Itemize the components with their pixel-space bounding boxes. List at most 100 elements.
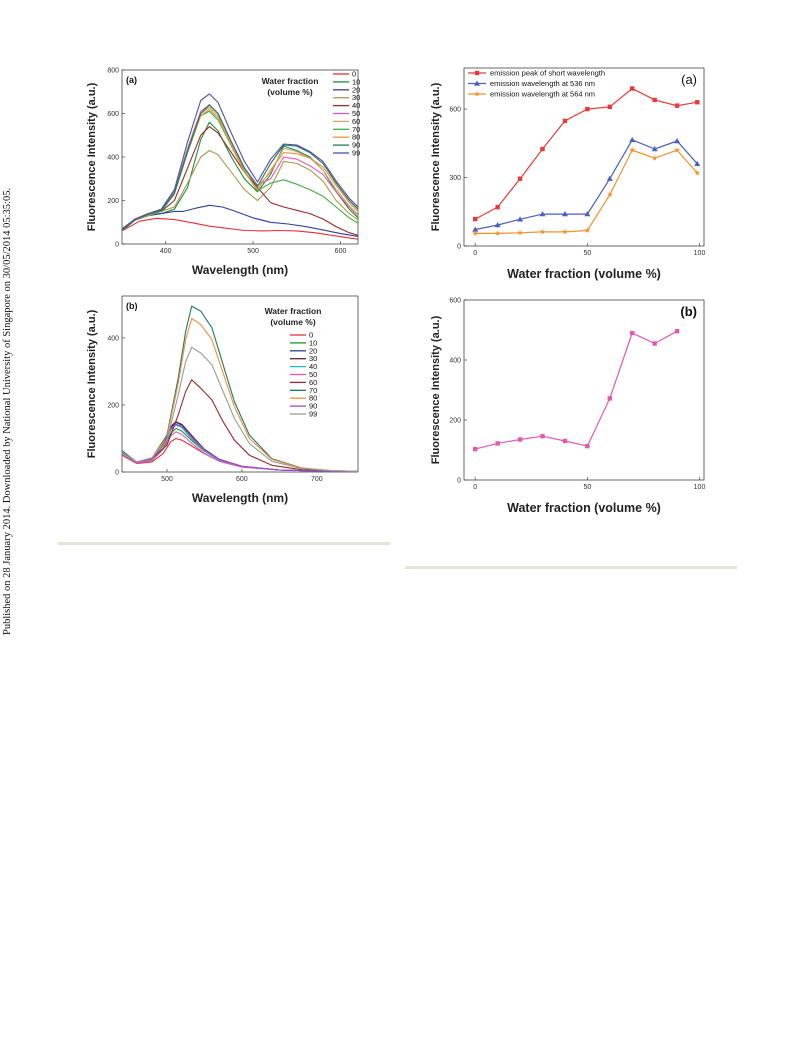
data-point bbox=[562, 228, 568, 235]
x-axis-label: Wavelength (nm) bbox=[192, 491, 288, 505]
y-tick-label: 400 bbox=[449, 358, 461, 365]
x-tick-label: 500 bbox=[247, 248, 259, 255]
data-point bbox=[674, 147, 680, 153]
data-point bbox=[474, 80, 480, 86]
data-point bbox=[472, 226, 479, 232]
y-tick-label: 300 bbox=[449, 175, 461, 182]
y-tick-label: 200 bbox=[107, 402, 119, 409]
x-tick-label: 700 bbox=[311, 476, 323, 483]
data-point bbox=[585, 106, 590, 112]
data-point bbox=[540, 434, 545, 439]
data-point bbox=[561, 211, 568, 217]
download-note: Published on 28 January 2014. Downloaded… bbox=[2, 187, 13, 635]
series-line-2 bbox=[475, 149, 698, 234]
x-tick-label: 50 bbox=[583, 484, 591, 491]
panel-label: (a) bbox=[681, 72, 697, 87]
series-line-90 bbox=[121, 423, 359, 472]
data-point bbox=[674, 138, 681, 144]
legend-entry: 50 bbox=[309, 370, 317, 379]
data-point bbox=[607, 104, 612, 109]
series-line-20 bbox=[121, 421, 359, 472]
series-line-80 bbox=[121, 317, 359, 472]
y-axis-label: Fluorescence Intensity (a.u.) bbox=[430, 82, 442, 231]
y-tick-label: 200 bbox=[107, 198, 119, 205]
legend-entry: 90 bbox=[352, 141, 360, 150]
y-axis-label: Fluorescence Intensity (a.u.) bbox=[86, 82, 98, 231]
plot-frame bbox=[463, 67, 705, 247]
series-line-99 bbox=[121, 346, 359, 472]
series-line-40 bbox=[121, 424, 359, 472]
data-point bbox=[652, 341, 657, 346]
data-point bbox=[539, 228, 546, 235]
series-line-90 bbox=[121, 104, 359, 231]
y-tick-label: 200 bbox=[449, 418, 461, 425]
data-point bbox=[495, 205, 500, 210]
series-line-0 bbox=[475, 330, 678, 450]
x-tick-label: 600 bbox=[236, 476, 248, 483]
data-point bbox=[494, 222, 501, 228]
legend-entry: emission peak of short wavelength bbox=[490, 69, 605, 78]
y-tick-label: 600 bbox=[449, 298, 461, 305]
legend-entry: 70 bbox=[352, 125, 360, 134]
data-point bbox=[474, 70, 480, 76]
x-axis-label: Water fraction (volume %) bbox=[507, 267, 661, 281]
legend-entry: 70 bbox=[309, 386, 317, 395]
x-axis-label: Water fraction (volume %) bbox=[507, 501, 661, 515]
legend-entry: 99 bbox=[352, 149, 360, 158]
data-point bbox=[651, 146, 658, 152]
y-tick-label: 800 bbox=[107, 68, 119, 75]
data-point bbox=[494, 230, 501, 236]
data-point bbox=[630, 86, 635, 91]
data-point bbox=[674, 103, 680, 108]
data-point bbox=[652, 97, 657, 103]
legend-entry: 30 bbox=[352, 93, 360, 102]
data-point bbox=[474, 91, 480, 97]
data-point bbox=[517, 176, 523, 181]
data-point bbox=[651, 155, 658, 161]
legend-entry: 0 bbox=[352, 70, 356, 79]
plot-frame bbox=[463, 299, 705, 481]
y-axis-label: Fluorescence Intensity (a.u.) bbox=[430, 315, 442, 464]
legend-entry: 40 bbox=[352, 101, 360, 110]
panel-label: (b) bbox=[126, 301, 138, 311]
series-line-40 bbox=[121, 125, 359, 236]
legend-title: (volume %) bbox=[270, 317, 316, 327]
data-point bbox=[517, 229, 523, 236]
chart-water-fraction-b: 0 50 100 0 200 400 600 Water fraction (volume %… bbox=[430, 298, 706, 516]
data-point bbox=[495, 441, 500, 446]
y-tick-label: 0 bbox=[115, 470, 119, 477]
data-point bbox=[694, 160, 701, 167]
data-point bbox=[694, 169, 701, 176]
data-point bbox=[606, 175, 613, 181]
series-line-20 bbox=[121, 204, 359, 237]
y-tick-label: 0 bbox=[115, 242, 119, 249]
data-point bbox=[473, 216, 478, 222]
data-point bbox=[472, 230, 479, 236]
y-tick-label: 400 bbox=[107, 155, 119, 162]
legend-entry: 99 bbox=[309, 410, 317, 419]
legend-entry: 60 bbox=[309, 378, 317, 387]
data-point bbox=[674, 329, 680, 334]
data-point bbox=[585, 443, 590, 449]
x-tick-label: 100 bbox=[694, 484, 706, 491]
legend-entry: 80 bbox=[352, 133, 360, 142]
legend-entry: 10 bbox=[352, 77, 360, 86]
data-point bbox=[540, 146, 545, 152]
y-tick-label: 600 bbox=[449, 107, 461, 114]
divider-right bbox=[405, 566, 737, 569]
y-axis-label: Fluorescence Intensity (a.u.) bbox=[86, 309, 98, 458]
series-line-30 bbox=[121, 149, 359, 232]
data-point bbox=[584, 211, 591, 217]
x-axis-label: Wavelength (nm) bbox=[192, 263, 288, 277]
legend-entry: 50 bbox=[352, 109, 360, 118]
y-tick-label: 400 bbox=[107, 335, 119, 342]
data-point bbox=[629, 136, 636, 143]
x-tick-label: 0 bbox=[473, 250, 477, 257]
plot-frame bbox=[121, 295, 359, 473]
x-tick-label: 500 bbox=[161, 476, 173, 483]
data-point bbox=[539, 211, 546, 217]
legend-entry: 40 bbox=[309, 362, 317, 371]
chart-spectra-b: 500 600 700 0 200 400 Wavelength (nm) Fluoresce… bbox=[86, 295, 359, 505]
legend-entry: 20 bbox=[352, 85, 360, 94]
series-line-99 bbox=[121, 93, 359, 231]
